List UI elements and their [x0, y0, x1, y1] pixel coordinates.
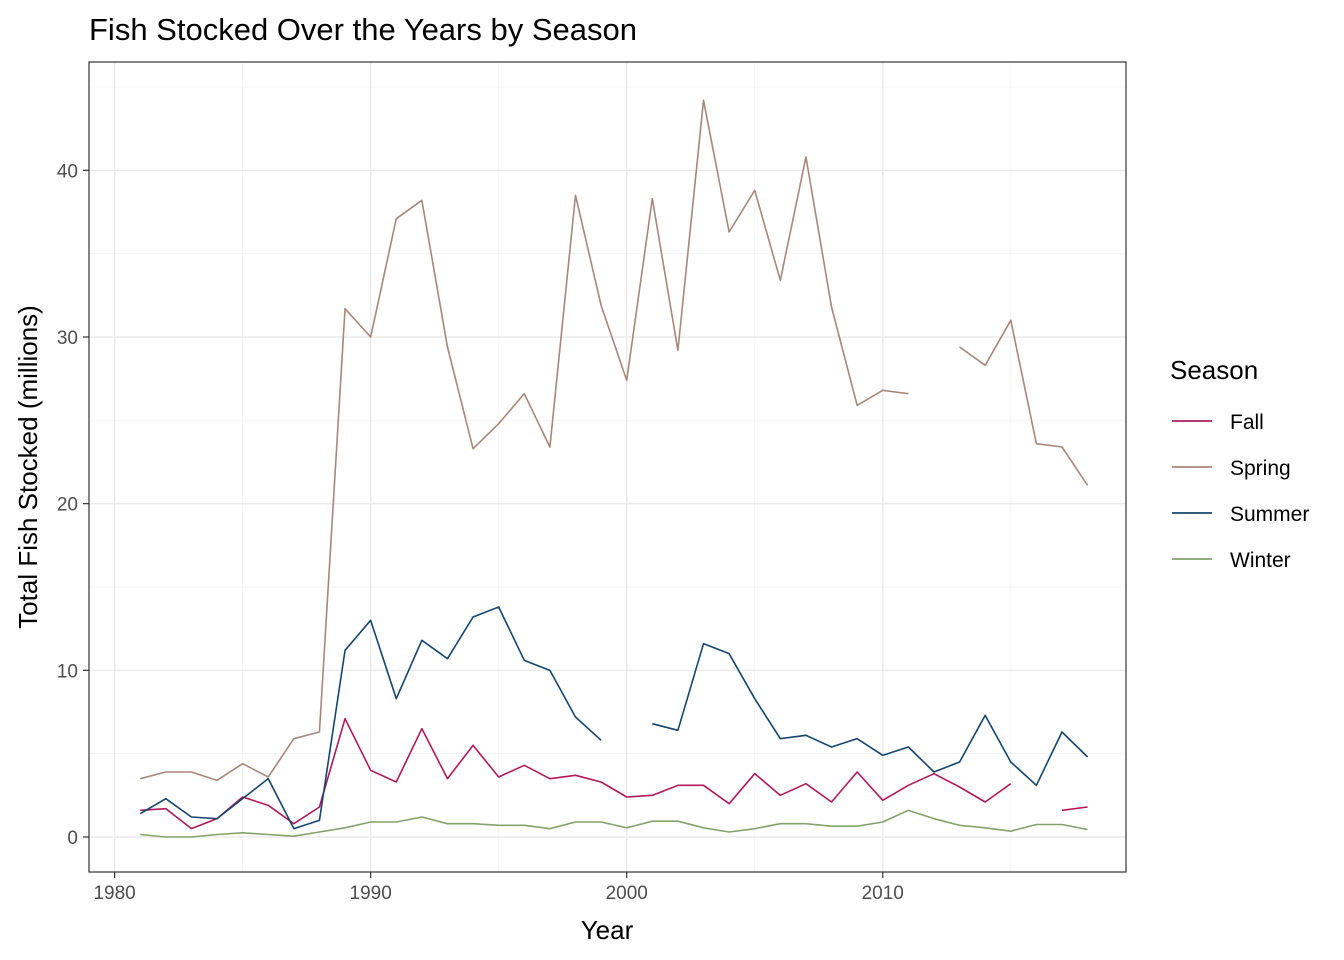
legend-title: Season: [1170, 355, 1258, 385]
legend-item-fall: Fall: [1172, 411, 1264, 434]
series-lines: [139, 99, 1089, 838]
series-line-fall: [140, 717, 1088, 830]
chart-title: Fish Stocked Over the Years by Season: [89, 12, 637, 47]
y-axis-title: Total Fish Stocked (millions): [13, 305, 43, 629]
legend-label-spring: Spring: [1230, 457, 1291, 480]
legend-item-spring: Spring: [1172, 457, 1291, 480]
plot-panel-border: [88, 61, 1127, 873]
legend-item-summer: Summer: [1172, 503, 1309, 526]
y-tick-label: 40: [57, 161, 78, 182]
grid: [89, 62, 1126, 872]
legend-label-winter: Winter: [1230, 549, 1291, 572]
x-tick-label: 2000: [606, 883, 648, 904]
legend-item-winter: Winter: [1172, 549, 1291, 572]
x-axis-title: Year: [581, 915, 634, 945]
legend-label-fall: Fall: [1230, 411, 1264, 434]
legend: Season Fall Spring Summer Winter: [1170, 355, 1309, 572]
y-tick-label: 10: [57, 661, 78, 682]
legend-label-summer: Summer: [1230, 503, 1309, 526]
series-line-summer: [139, 606, 1089, 830]
y-tick-label: 0: [67, 828, 78, 849]
y-tick-label: 20: [57, 495, 78, 516]
y-tick-label: 30: [57, 328, 78, 349]
x-tick-label: 1980: [93, 883, 135, 904]
legend-items: Fall Spring Summer Winter: [1172, 411, 1309, 572]
x-tick-label: 1990: [350, 883, 392, 904]
series-line-winter: [140, 809, 1088, 838]
x-axis: 1980 1990 2000 2010: [93, 872, 904, 904]
x-tick-label: 2010: [862, 883, 904, 904]
series-line-spring: [140, 99, 1089, 782]
y-axis: 0 10 20 30 40: [57, 161, 89, 849]
